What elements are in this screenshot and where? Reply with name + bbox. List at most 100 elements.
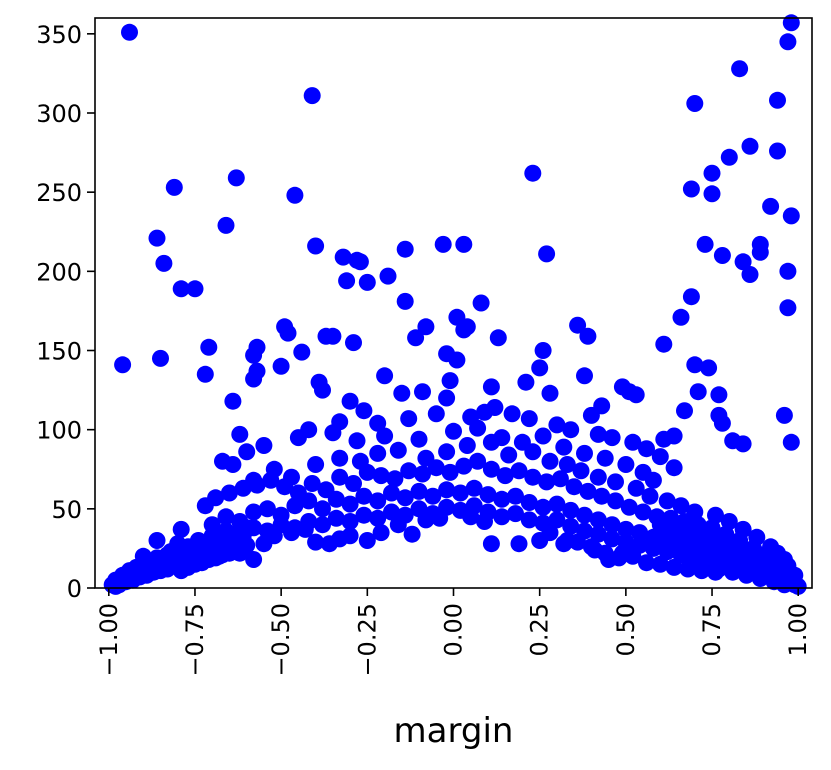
data-point xyxy=(686,95,704,112)
data-point xyxy=(724,563,742,581)
data-point xyxy=(351,253,369,271)
x-tick-label: 0.75 xyxy=(698,603,726,656)
data-point xyxy=(534,427,552,445)
data-point xyxy=(217,216,235,234)
data-point xyxy=(696,557,714,575)
data-point xyxy=(396,292,414,310)
data-point xyxy=(341,392,359,410)
data-point xyxy=(689,516,707,534)
data-point xyxy=(448,351,466,369)
data-point xyxy=(541,524,559,542)
data-point xyxy=(121,23,138,41)
data-point xyxy=(782,14,800,32)
x-tick-label: 1.00 xyxy=(784,603,812,656)
data-point xyxy=(589,511,607,529)
data-point xyxy=(482,378,500,396)
data-point xyxy=(779,33,797,51)
data-point xyxy=(589,468,607,486)
data-point xyxy=(348,432,366,450)
data-point xyxy=(155,254,173,272)
data-point xyxy=(720,513,738,530)
data-point xyxy=(607,473,624,491)
data-point xyxy=(224,456,242,473)
data-point xyxy=(334,248,352,266)
data-point xyxy=(524,443,542,461)
data-point xyxy=(689,383,707,401)
data-point xyxy=(207,489,225,507)
data-point xyxy=(431,509,449,527)
data-point xyxy=(383,503,400,521)
data-point xyxy=(376,367,394,385)
data-point xyxy=(320,535,338,553)
data-point xyxy=(186,280,204,298)
data-point xyxy=(548,416,566,434)
data-point xyxy=(541,452,559,470)
data-point xyxy=(307,237,325,255)
data-point xyxy=(400,462,418,480)
data-point xyxy=(607,492,624,510)
data-point xyxy=(314,381,331,399)
y-tick-label: 0 xyxy=(67,575,82,603)
data-point xyxy=(314,500,331,518)
data-point xyxy=(769,142,786,160)
data-point xyxy=(520,494,538,511)
data-point xyxy=(558,456,576,473)
data-point xyxy=(651,555,669,573)
data-point xyxy=(286,497,304,515)
data-point xyxy=(345,334,362,352)
data-point xyxy=(496,467,514,485)
x-tick-label: −1.00 xyxy=(95,603,123,677)
data-point xyxy=(569,533,587,551)
data-point xyxy=(762,197,780,215)
data-point xyxy=(227,169,245,187)
data-point xyxy=(441,463,459,481)
x-tick-label: −0.50 xyxy=(267,603,295,677)
data-point xyxy=(624,547,642,565)
data-point xyxy=(438,389,456,407)
data-point xyxy=(738,566,755,584)
data-point xyxy=(293,343,311,361)
data-point xyxy=(276,318,294,336)
data-point xyxy=(731,60,749,78)
data-point xyxy=(314,516,331,534)
data-point xyxy=(489,329,507,347)
data-point xyxy=(572,462,590,480)
data-point xyxy=(465,479,483,497)
data-point xyxy=(355,402,373,420)
data-point xyxy=(603,530,621,548)
data-point xyxy=(386,470,404,488)
data-point xyxy=(358,532,376,549)
data-point xyxy=(638,440,655,458)
y-tick-label: 50 xyxy=(51,496,82,524)
data-point xyxy=(686,356,704,374)
data-point xyxy=(407,329,425,347)
data-point xyxy=(372,467,390,485)
data-point xyxy=(438,443,456,461)
data-point xyxy=(482,460,500,478)
data-point xyxy=(148,532,166,549)
data-point xyxy=(220,484,238,502)
data-point xyxy=(603,429,621,447)
data-point xyxy=(710,560,728,578)
data-point xyxy=(531,359,549,377)
x-tick-label: 0.25 xyxy=(526,603,554,656)
data-point xyxy=(665,558,683,576)
data-point xyxy=(596,544,614,562)
data-point xyxy=(324,327,342,345)
data-point xyxy=(369,492,387,510)
data-point xyxy=(148,229,166,247)
data-point xyxy=(672,497,690,515)
data-point xyxy=(355,506,373,524)
data-point xyxy=(589,425,607,443)
data-point xyxy=(224,392,242,410)
data-point xyxy=(476,513,493,530)
data-point xyxy=(751,570,769,587)
data-point xyxy=(703,185,721,203)
data-point xyxy=(507,505,524,523)
data-point xyxy=(234,538,252,556)
data-point xyxy=(589,525,607,543)
data-point xyxy=(369,414,387,432)
data-point xyxy=(700,359,718,377)
data-point xyxy=(165,178,183,196)
